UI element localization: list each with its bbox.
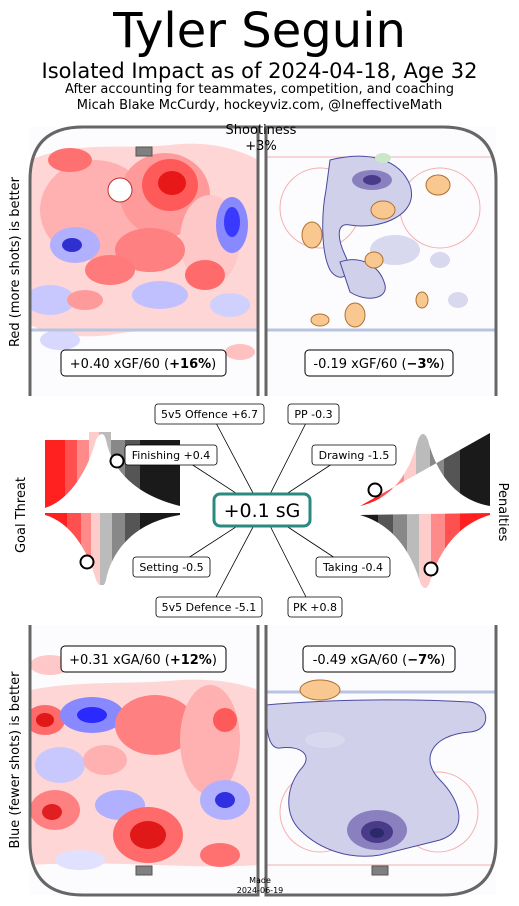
svg-text:5v5 Defence -5.1: 5v5 Defence -5.1	[162, 601, 257, 614]
credit-line-1: After accounting for teammates, competit…	[65, 82, 454, 97]
svg-text:Setting -0.5: Setting -0.5	[139, 561, 203, 574]
svg-text:-0.19 xGF/60 (−3%): -0.19 xGF/60 (−3%)	[313, 357, 444, 372]
goal-threat-upper-distribution	[45, 432, 180, 508]
svg-text:Taking -0.4: Taking -0.4	[322, 561, 383, 574]
made-text: Made	[249, 876, 271, 885]
component-pp: PP -0.3	[287, 403, 340, 425]
drawing-marker	[367, 482, 383, 498]
defence-pk-heatmap	[266, 679, 496, 866]
total-sg-badge: +0.1 sG	[212, 492, 312, 528]
penalties-lower-distribution	[360, 513, 490, 590]
component-pk: PK +0.8	[287, 596, 343, 618]
svg-text:-0.49 xGA/60 (−7%): -0.49 xGA/60 (−7%)	[313, 653, 446, 668]
page-title: Tyler Seguin	[113, 3, 406, 59]
shootiness-label: Shootiness	[226, 123, 297, 138]
page-subtitle: Isolated Impact as of 2024-04-18, Age 32	[41, 59, 478, 83]
svg-text:5v5 Offence +6.7: 5v5 Offence +6.7	[161, 408, 258, 421]
shootiness-value: +3%	[245, 139, 277, 154]
svg-text:+0.31 xGA/60 (+12%): +0.31 xGA/60 (+12%)	[69, 653, 217, 668]
goal-threat-label: Goal Threat	[14, 477, 29, 553]
penalties-upper-distribution	[360, 433, 490, 508]
defence-pk-rate: -0.49 xGA/60 (−7%)	[302, 645, 456, 673]
defence-pk-rink	[264, 625, 498, 897]
svg-text:+0.40 xGF/60 (+16%): +0.40 xGF/60 (+16%)	[70, 357, 216, 372]
made-date: 2024-06-19	[236, 886, 284, 895]
offence-pp-heatmap	[266, 153, 496, 328]
svg-text:PK +0.8: PK +0.8	[293, 601, 337, 614]
offence-5v5-heatmap	[30, 143, 258, 360]
made-label: Made 2024-06-19	[230, 876, 290, 896]
setting-marker	[79, 554, 95, 570]
svg-text:PP -0.3: PP -0.3	[294, 408, 332, 421]
finishing-marker	[109, 453, 125, 469]
component-5v5-defence: 5v5 Defence -5.1	[155, 596, 263, 618]
svg-text:+0.1 sG: +0.1 sG	[224, 500, 301, 522]
svg-text:Drawing -1.5: Drawing -1.5	[319, 449, 390, 462]
svg-text:Finishing +0.4: Finishing +0.4	[132, 449, 211, 462]
offence-pp-rate: -0.19 xGF/60 (−3%)	[304, 349, 454, 377]
defence-5v5-rate: +0.31 xGA/60 (+12%)	[60, 645, 227, 673]
penalties-label: Penalties	[495, 483, 510, 542]
taking-marker	[423, 561, 439, 577]
defence-5v5-heatmap	[30, 655, 258, 870]
component-setting: Setting -0.5	[132, 556, 211, 578]
offence-5v5-rate: +0.40 xGF/60 (+16%)	[60, 349, 227, 377]
blue-better-label: Blue (fewer shots) is better	[8, 671, 23, 849]
credit-line-2: Micah Blake McCurdy, hockeyviz.com, @Ine…	[76, 98, 443, 113]
component-finishing: Finishing +0.4	[124, 444, 218, 466]
red-better-label: Red (more shots) is better	[8, 176, 23, 347]
component-taking: Taking -0.4	[315, 556, 391, 578]
component-5v5-offence: 5v5 Offence +6.7	[154, 403, 265, 425]
component-drawing: Drawing -1.5	[311, 444, 397, 466]
